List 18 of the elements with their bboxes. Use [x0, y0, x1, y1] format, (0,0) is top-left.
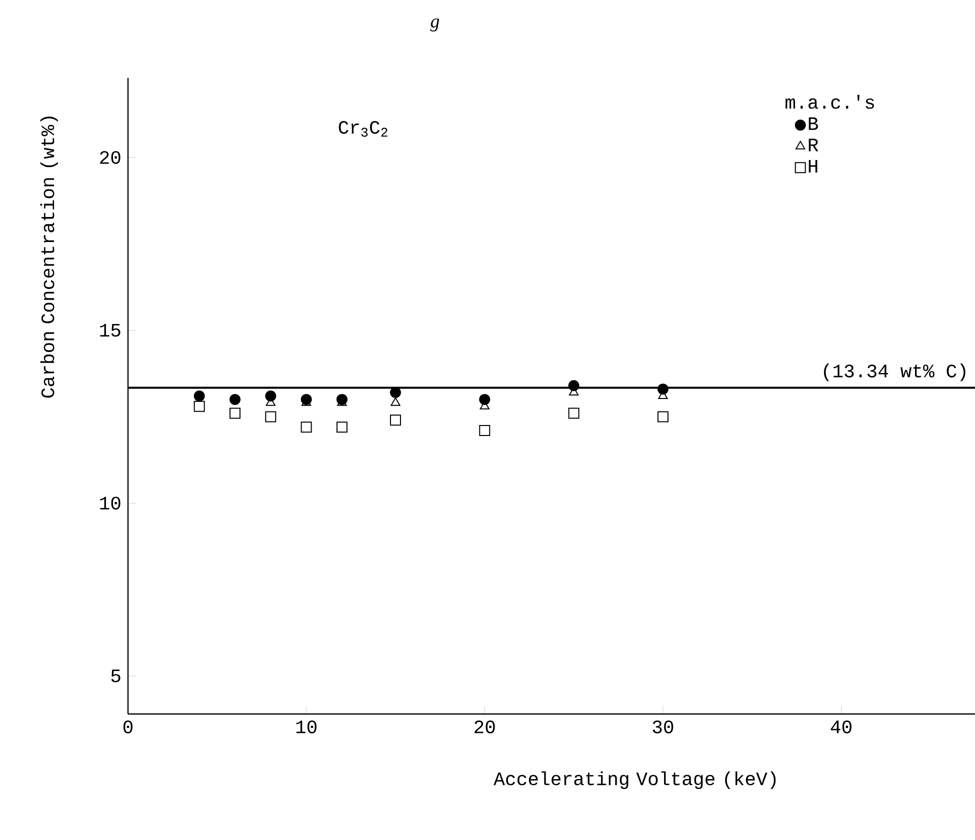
y-tick-label: 5	[111, 670, 120, 682]
legend-title: m.a.c.'s	[786, 94, 874, 109]
legend-label: B	[808, 117, 818, 130]
y-axis-title: Carbon Concentration (wt%)	[40, 116, 58, 398]
x-tick-label: 20	[474, 720, 495, 734]
x-tick-label: 30	[652, 720, 674, 734]
annotation: Cr$_{3}$C$_{2}$	[338, 121, 388, 137]
chart-title: g	[430, 18, 440, 32]
y-tick-label: 20	[100, 151, 120, 164]
y-tick-label: 15	[100, 324, 120, 337]
ref-line-label: (13.34 wt% C)	[824, 364, 966, 382]
legend-label: R	[808, 138, 818, 152]
x-axis-title: Accelerating Voltage (keV)	[494, 771, 776, 790]
legend-label: H	[808, 160, 818, 172]
x-tick-label: 10	[296, 720, 317, 734]
x-tick-label: 40	[830, 720, 852, 734]
x-tick-label: 0	[123, 720, 133, 734]
y-tick-label: 10	[100, 496, 120, 510]
